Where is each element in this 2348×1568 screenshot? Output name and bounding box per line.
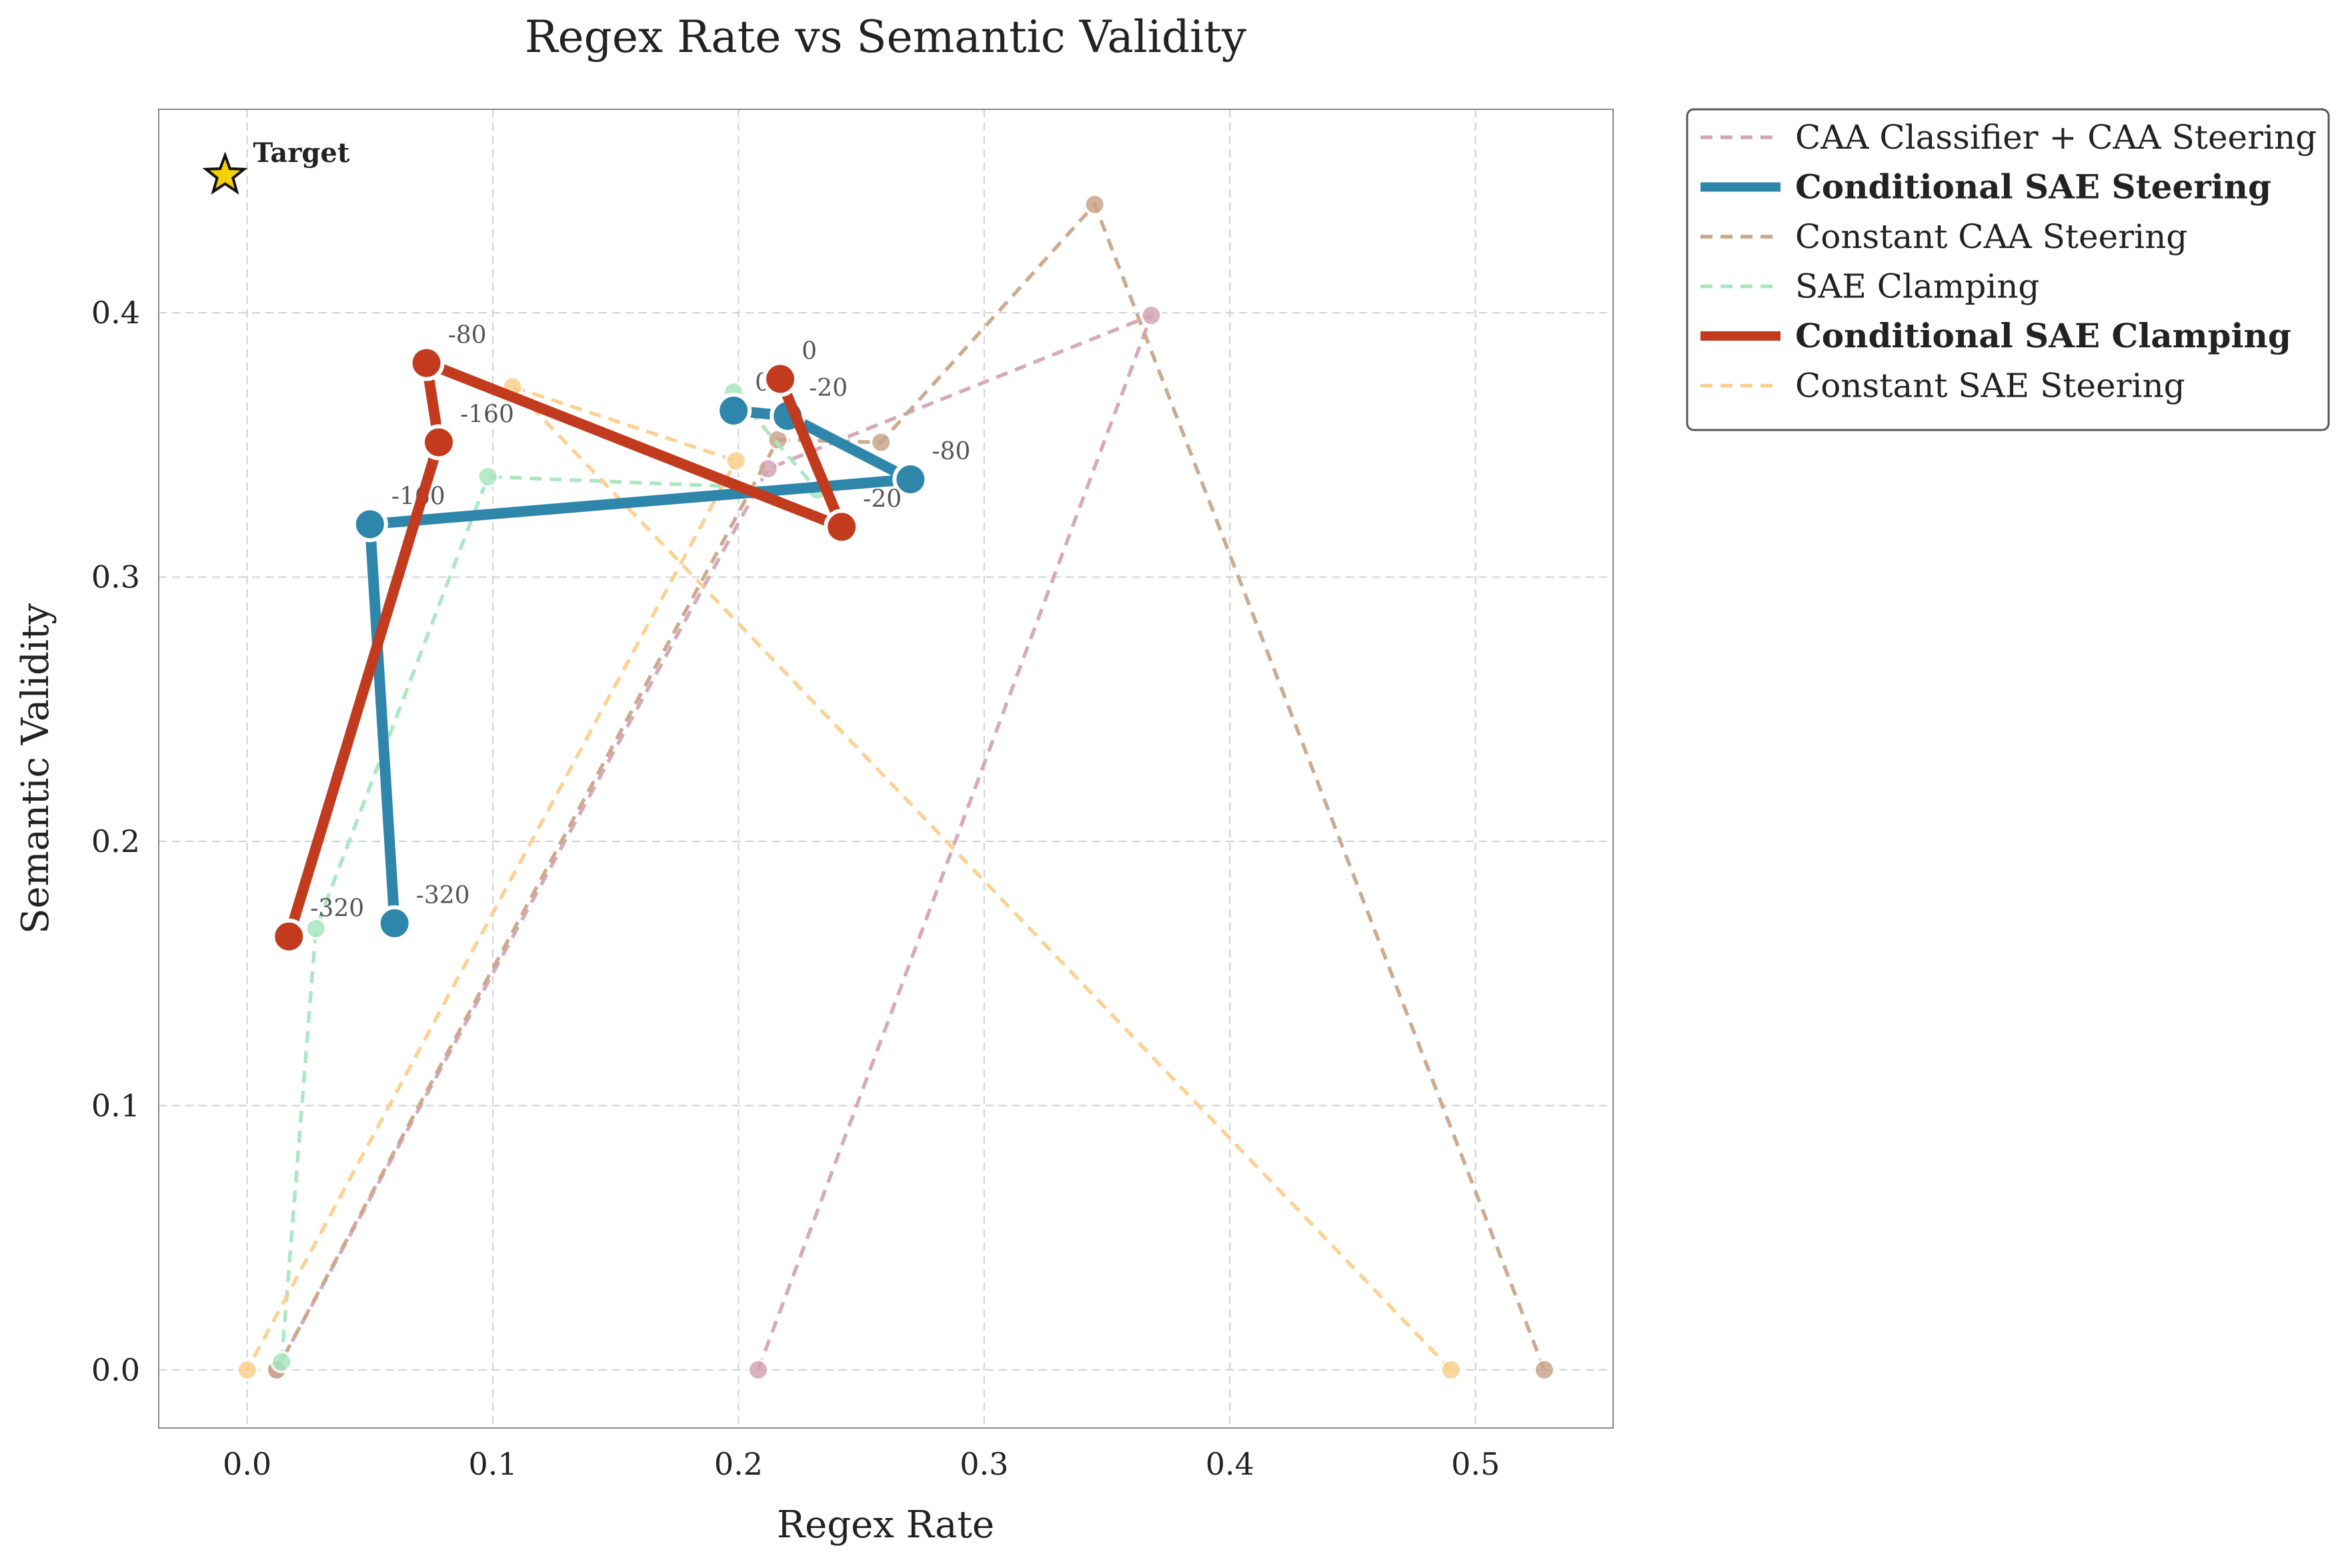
data-point xyxy=(376,905,413,941)
data-point xyxy=(235,1358,259,1381)
y-axis-label: Semantic Validity xyxy=(14,603,57,934)
y-tick-label: 0.2 xyxy=(91,823,140,859)
grid xyxy=(159,109,1613,1428)
data-point xyxy=(892,461,929,497)
data-point xyxy=(408,345,445,381)
point-label: -20 xyxy=(863,485,902,513)
data-point xyxy=(420,424,457,461)
series-line xyxy=(283,357,848,942)
point-label: 0 xyxy=(802,337,817,365)
data-point xyxy=(824,509,860,545)
legend-item: SAE Clamping xyxy=(1700,267,2039,306)
data-point xyxy=(746,1358,770,1381)
series-caa-classifier-caa-steering xyxy=(265,304,1163,1381)
legend-item: CAA Classifier + CAA Steering xyxy=(1700,118,2317,157)
chart-title: Regex Rate vs Semantic Validity xyxy=(525,11,1247,63)
x-tick-label: 0.3 xyxy=(960,1446,1008,1482)
y-tick-label: 0.0 xyxy=(91,1352,140,1388)
data-point xyxy=(1439,1358,1462,1381)
legend-label: SAE Clamping xyxy=(1795,267,2039,306)
data-point xyxy=(716,392,752,429)
point-label: -160 xyxy=(460,401,514,428)
y-tick-label: 0.1 xyxy=(91,1087,140,1123)
x-tick-label: 0.1 xyxy=(468,1446,517,1482)
legend-frame xyxy=(1686,108,2330,431)
y-tick-label: 0.4 xyxy=(91,295,140,331)
data-point xyxy=(1532,1358,1556,1381)
legend-item: Constant SAE Steering xyxy=(1700,367,2185,405)
x-tick-label: 0.4 xyxy=(1206,1446,1254,1482)
point-label: -80 xyxy=(932,438,970,465)
legend-label: Conditional SAE Steering xyxy=(1795,167,2271,207)
point-label: -20 xyxy=(809,375,848,402)
plot-frame xyxy=(158,109,1614,1429)
data-point xyxy=(1083,193,1106,216)
data-point xyxy=(304,917,327,940)
legend: CAA Classifier + CAA Steering Conditional… xyxy=(1686,108,2330,431)
data-point xyxy=(270,1350,293,1373)
series-line xyxy=(245,385,1452,1371)
data-point xyxy=(271,918,307,955)
target-layer: Target xyxy=(202,137,350,195)
y-tick-label: 0.3 xyxy=(91,559,140,595)
series-conditional-sae-clamping: -320 -160 -80 -20 0 xyxy=(271,322,902,955)
legend-label: Conditional SAE Clamping xyxy=(1795,316,2291,355)
data-point xyxy=(762,361,799,397)
series-line xyxy=(275,312,1155,1371)
target-label: Target xyxy=(253,137,349,169)
legend-item: Constant CAA Steering xyxy=(1700,217,2187,256)
series-line xyxy=(279,391,822,1363)
legend-item: Conditional SAE Clamping xyxy=(1700,316,2291,355)
legend-label: Constant SAE Steering xyxy=(1795,367,2185,405)
legend-label: CAA Classifier + CAA Steering xyxy=(1795,118,2317,157)
point-label: -320 xyxy=(416,882,470,909)
x-tick-label: 0.5 xyxy=(1451,1446,1500,1482)
x-tick-label: 0.2 xyxy=(714,1446,763,1482)
data-point xyxy=(1140,304,1163,327)
target-star-icon xyxy=(202,151,248,195)
point-label: -320 xyxy=(310,895,364,923)
y-axis-ticks: 0.0 0.1 0.2 0.3 0.4 xyxy=(91,295,140,1388)
legend-label: Constant CAA Steering xyxy=(1795,217,2187,256)
legend-item: Conditional SAE Steering xyxy=(1700,167,2271,207)
data-point xyxy=(724,449,748,473)
series-layer: -320 -160 -80 -20 0-320 -160 -80 -20 0 xyxy=(235,193,1556,1381)
data-point xyxy=(476,465,499,488)
x-axis-label: Regex Rate xyxy=(777,1503,994,1547)
x-axis-ticks: 0.0 0.1 0.2 0.3 0.4 0.5 xyxy=(223,1446,1500,1482)
data-point xyxy=(870,431,893,454)
point-label: -80 xyxy=(448,322,487,349)
x-tick-label: 0.0 xyxy=(223,1446,271,1482)
data-point xyxy=(351,506,388,543)
